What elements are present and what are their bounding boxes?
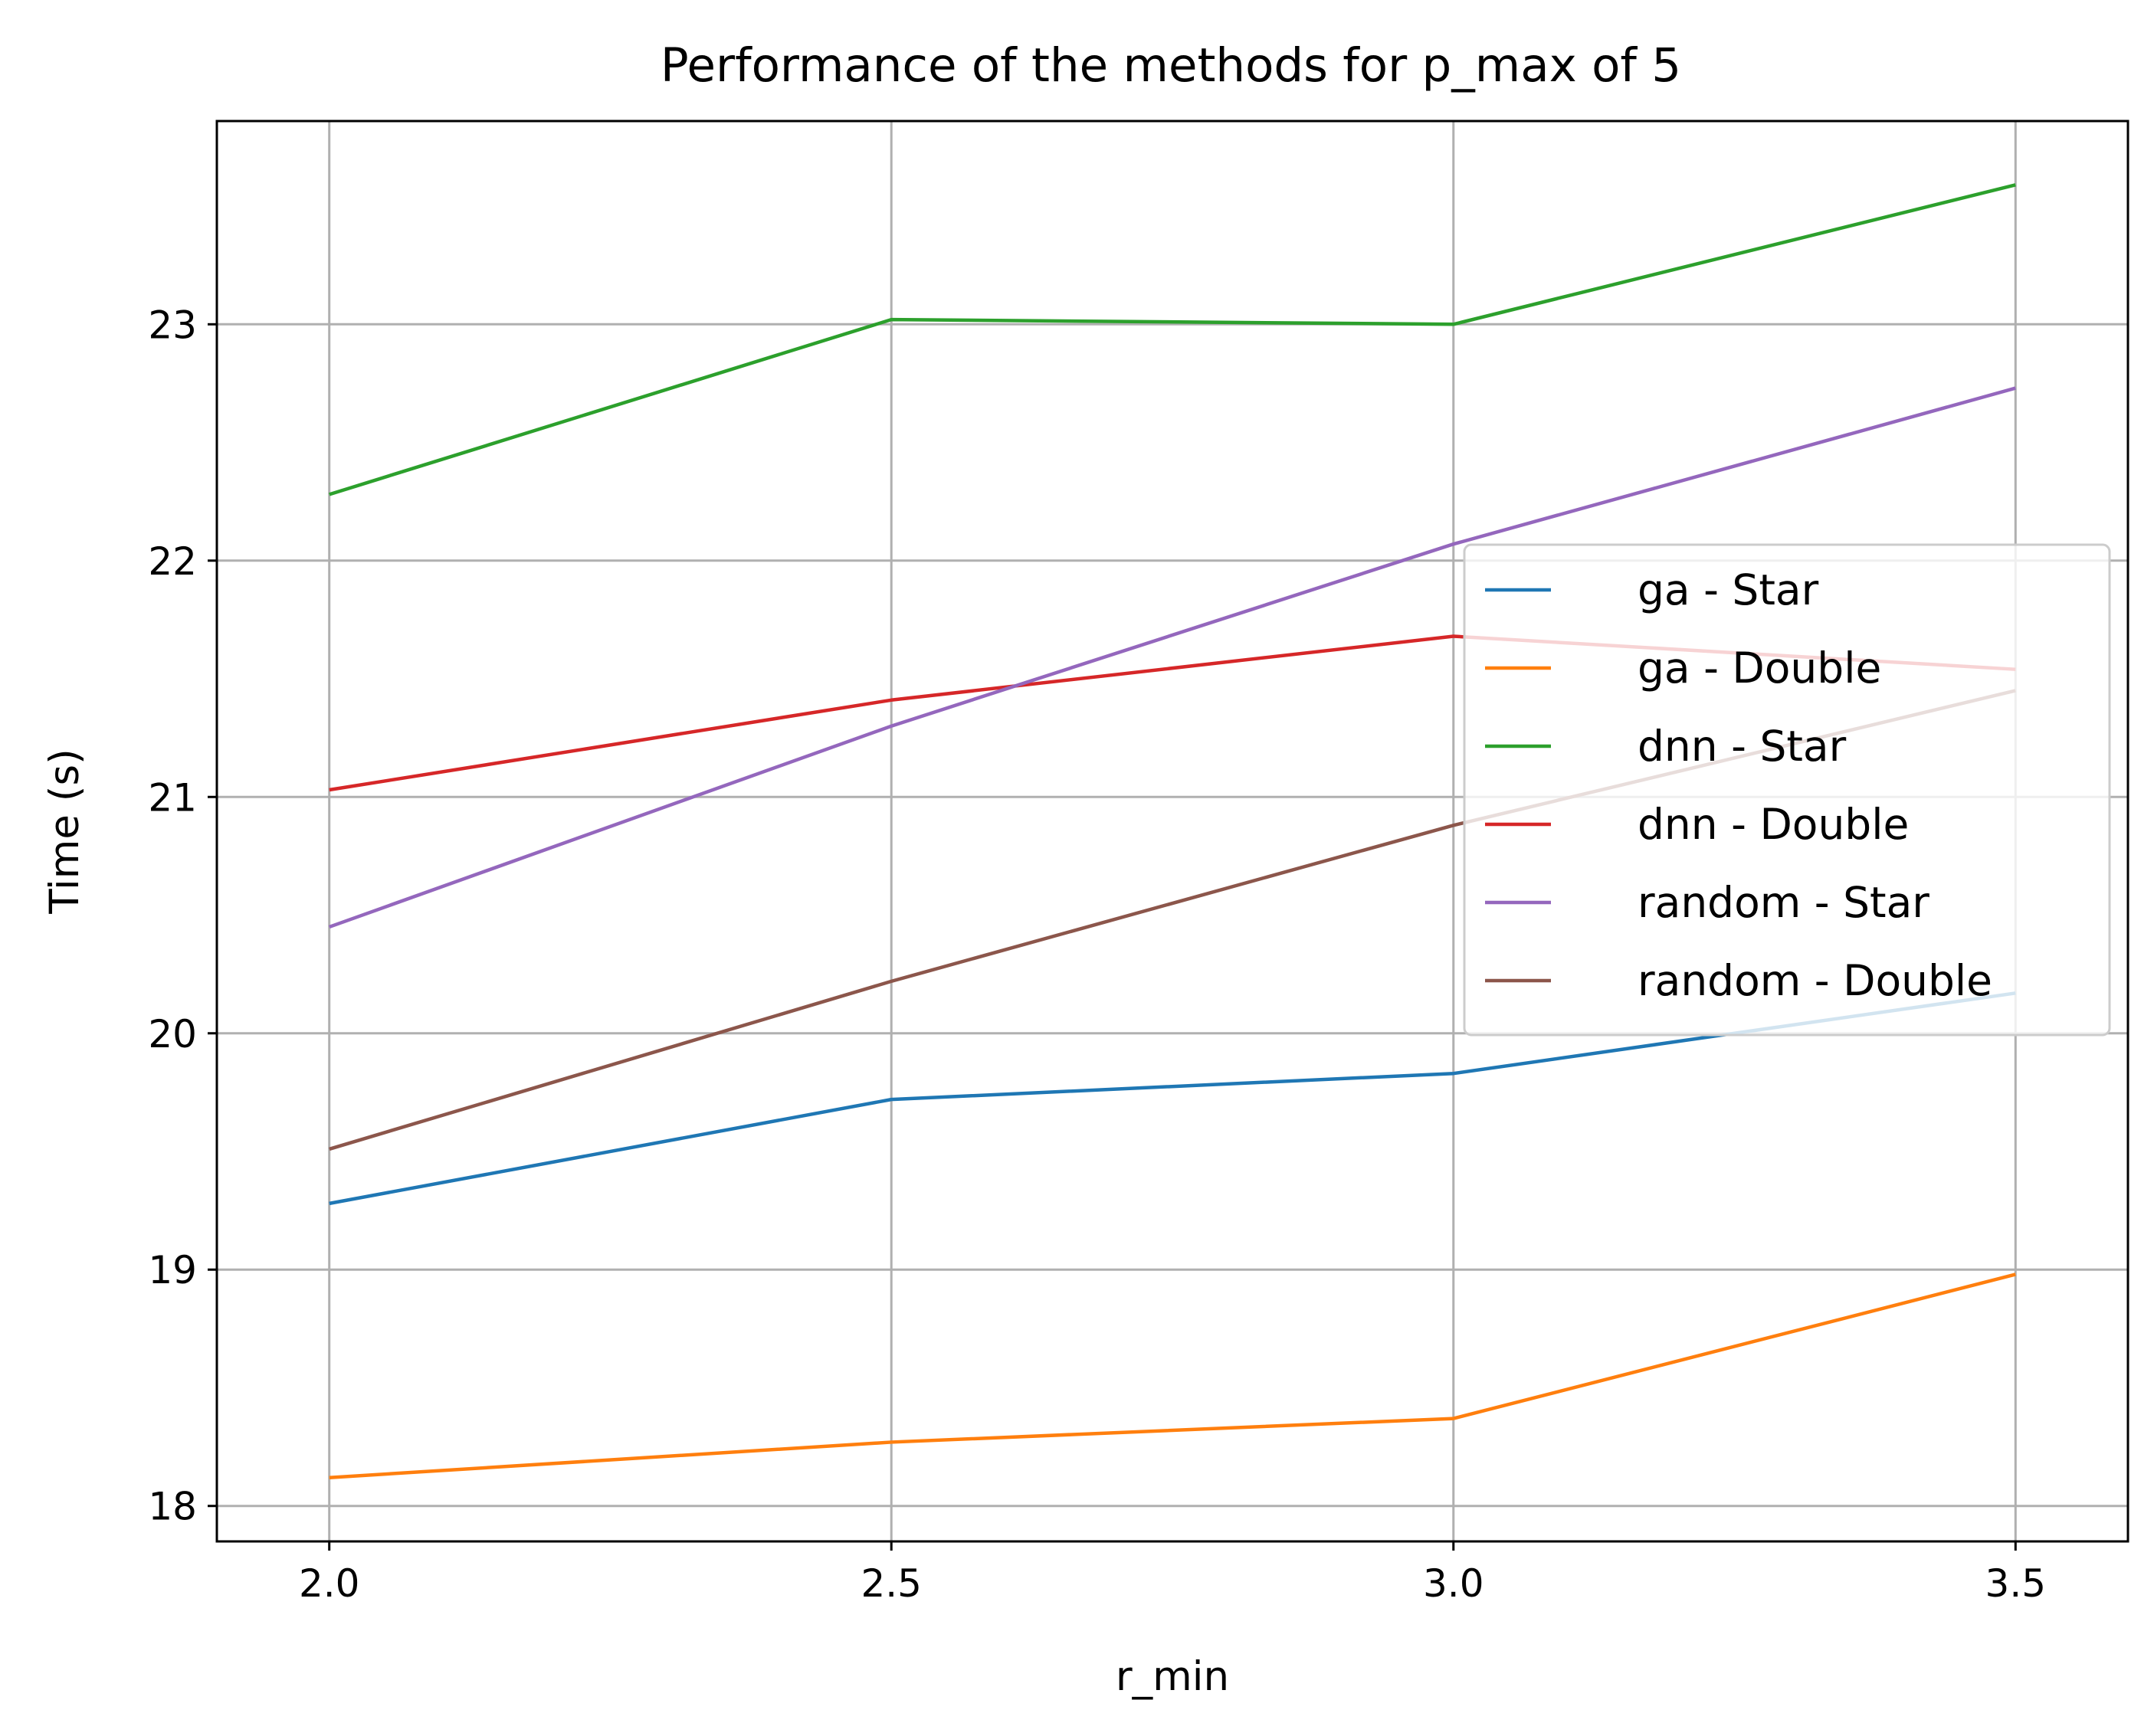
y-tick-label: 22 (148, 539, 197, 584)
y-tick-label: 19 (148, 1248, 197, 1292)
y-tick-label: 20 (148, 1012, 197, 1056)
legend-box (1463, 543, 2111, 1037)
plot-frame (215, 120, 2129, 1543)
y-axis-ticks: 18 19 20 21 22 23 (148, 303, 217, 1529)
x-tick-label: 2.5 (861, 1561, 922, 1606)
y-tick-label: 23 (148, 303, 197, 347)
y-tick-label: 18 (148, 1485, 197, 1529)
legend-label: dnn - Double (1638, 800, 1909, 849)
x-tick-label: 2.0 (299, 1561, 360, 1606)
series-line-1 (329, 1273, 2016, 1479)
legend-label: ga - Star (1638, 565, 1819, 614)
legend-label: ga - Double (1638, 644, 1881, 693)
x-axis-label: r_min (1116, 1653, 1229, 1700)
x-tick-label: 3.5 (1985, 1561, 2047, 1606)
y-axis-label: Time (s) (41, 748, 88, 915)
series-line-4 (328, 386, 2016, 929)
chart-title: Performance of the methods for p_max of … (661, 38, 1681, 93)
x-axis-ticks: 2.0 2.5 3.0 3.5 (299, 1541, 2046, 1606)
legend: ga - Star ga - Double dnn - Star dnn - Doub… (1463, 543, 2111, 1037)
legend-label: dnn - Star (1638, 722, 1847, 771)
legend-label: random - Star (1638, 878, 1929, 927)
legend-label: random - Double (1638, 956, 1992, 1005)
x-tick-label: 3.0 (1423, 1561, 1484, 1606)
series-line-2 (329, 183, 2016, 496)
y-tick-label: 21 (148, 775, 197, 820)
